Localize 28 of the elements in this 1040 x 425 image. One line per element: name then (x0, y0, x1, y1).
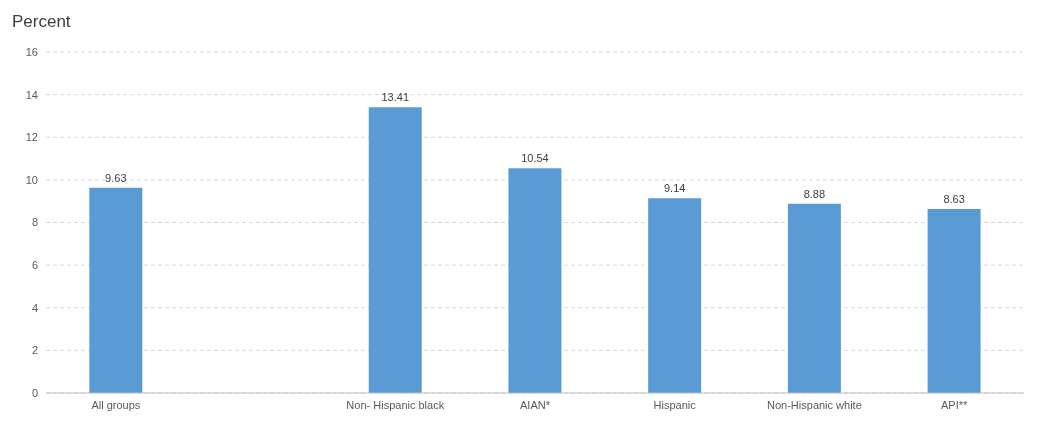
y-tick-label: 2 (31, 344, 38, 357)
x-tick-label: All groups (91, 398, 141, 411)
x-tick-label: AIAN* (520, 398, 551, 411)
data-label: 9.14 (663, 182, 686, 195)
bar (927, 209, 981, 393)
data-label: 10.54 (521, 152, 549, 165)
y-axis-title: Percent (12, 12, 71, 32)
y-tick-label: 6 (31, 259, 38, 272)
data-label: 9.63 (105, 171, 127, 184)
data-label: 8.63 (943, 193, 965, 206)
bar (368, 107, 422, 393)
x-tick-label: Hispanic (653, 398, 697, 411)
x-tick-label: Non- Hispanic black (346, 398, 445, 411)
y-tick-label: 4 (31, 301, 38, 314)
y-tick-label: 8 (31, 216, 38, 229)
data-label: 8.88 (803, 187, 826, 200)
y-tick-label: 12 (25, 131, 38, 144)
y-tick-label: 10 (25, 173, 38, 186)
x-tick-label: Non-Hispanic white (767, 398, 862, 411)
y-tick-label: 0 (31, 386, 38, 399)
y-tick-label: 14 (25, 88, 38, 101)
y-tick-label: 16 (25, 45, 38, 58)
x-tick-label: API** (940, 398, 969, 411)
bar (787, 203, 841, 393)
bar (89, 187, 143, 393)
data-label: 13.41 (381, 91, 410, 104)
bar (508, 168, 562, 393)
bar (648, 198, 702, 393)
